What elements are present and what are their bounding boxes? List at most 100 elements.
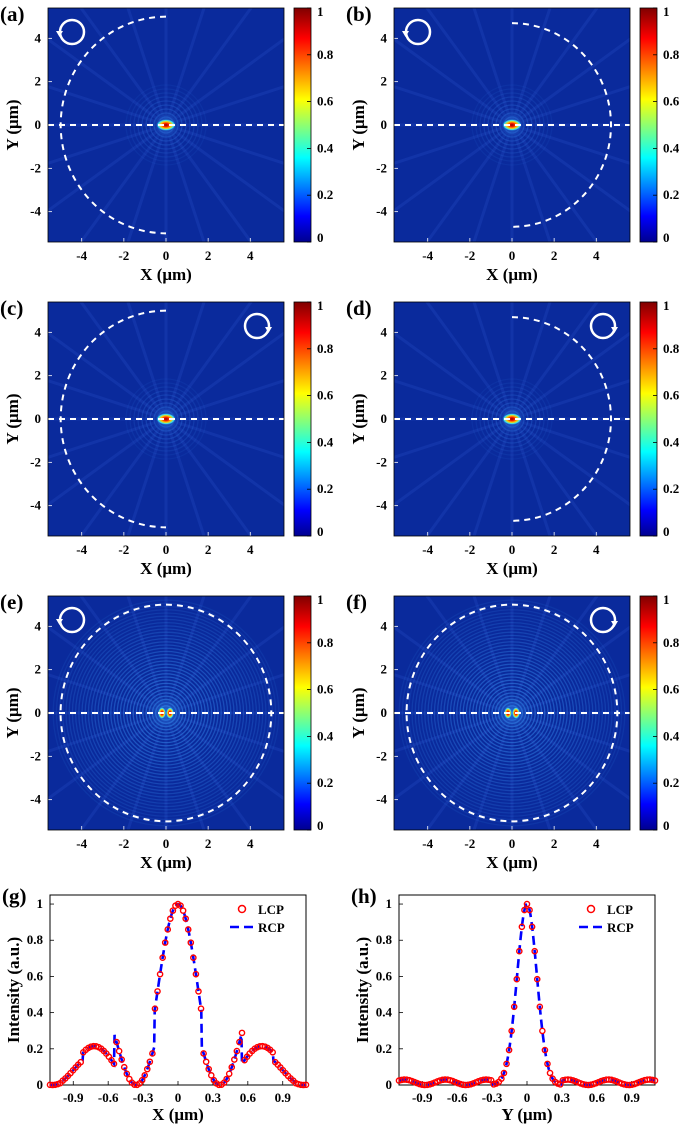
data-point [159, 954, 166, 962]
colorbar [293, 301, 312, 537]
x-tick-label: -4 [76, 836, 87, 851]
colorbar-tick-label: 0 [663, 230, 670, 245]
data-point [164, 926, 172, 933]
y-tick-label: 2 [35, 368, 42, 383]
legend-label-lcp: LCP [607, 902, 633, 917]
panel-label: (f) [346, 590, 367, 614]
legend-marker-lcp [586, 904, 596, 914]
y-tick-label: 0.4 [27, 1005, 44, 1020]
data-point [546, 1069, 554, 1077]
x-tick-label: 0.6 [589, 1090, 606, 1105]
y-tick-label: -2 [376, 160, 387, 175]
data-point [223, 1075, 230, 1083]
colorbar-tick-label: 0.6 [317, 388, 334, 403]
data-point [169, 907, 177, 914]
colorbar-tick-label: 0.8 [317, 47, 334, 62]
colorbar-tick-label: 0.6 [663, 388, 680, 403]
colorbar-tick-label: 1 [317, 592, 324, 607]
axes-frame [49, 894, 307, 1086]
data-point [510, 1003, 518, 1011]
heatmap-panel: -4 -2 0 2 4 -4 -2 0 2 4 X (μm) Y (μm) (d) 0 0.2 0.4 0.6 0… [346, 296, 680, 578]
x-tick-label: 4 [247, 248, 254, 263]
y-tick-label: 0 [35, 117, 42, 132]
data-point [539, 1027, 546, 1035]
y-tick-label: -4 [376, 792, 387, 807]
dashed-arc [59, 603, 273, 823]
data-point [77, 1058, 85, 1066]
x-tick-label: 4 [593, 542, 600, 557]
x-tick-label: 2 [205, 836, 212, 851]
y-tick-label: 0.8 [376, 932, 393, 947]
data-point [508, 1027, 515, 1035]
colorbar-tick-label: 0 [317, 230, 324, 245]
focal-spot [502, 413, 522, 425]
field-pattern [394, 8, 630, 242]
data-point [123, 1070, 131, 1078]
colorbar-tick-label: 0.2 [317, 775, 333, 790]
axes-frame [47, 7, 285, 243]
colorbar-tick-label: 0.8 [317, 341, 334, 356]
data-point [190, 954, 197, 962]
data-point [531, 947, 538, 955]
dashed-arc [511, 22, 612, 228]
x-tick-label: 2 [551, 542, 558, 557]
heatmap-panel: -4 -2 0 2 4 -4 -2 0 2 4 X (μm) Y (μm) (a) 0 0.2 0.4 0.6 0… [0, 2, 334, 284]
data-point [238, 1029, 246, 1037]
x-tick-label: -0.9 [63, 1090, 84, 1105]
series-markers-lcp [395, 900, 659, 1089]
y-axis-label: Intensity (a.u.) [353, 937, 372, 1043]
colorbar-tick-label: 1 [663, 4, 670, 19]
data-point [205, 1065, 213, 1073]
colorbar-tick-label: 0.4 [663, 140, 680, 155]
y-tick-label: -4 [30, 792, 41, 807]
y-tick-label: 0 [381, 411, 388, 426]
y-tick-label: -4 [376, 204, 387, 219]
line-chart-panel: -0.9 -0.6 -0.3 0 0.3 0.6 0.9 0 0.2 0.4 0.6 0.8 1 LCP R… [351, 884, 659, 1124]
data-point [167, 915, 174, 922]
x-tick-label: 4 [593, 836, 600, 851]
data-point [523, 900, 531, 908]
y-tick-label: 4 [35, 618, 42, 633]
legend-marker-lcp [237, 904, 247, 914]
x-tick-label: 0.3 [205, 1090, 222, 1105]
legend-label-rcp: RCP [258, 920, 285, 935]
colorbar-tick-label: 0 [317, 524, 324, 539]
focal-spot [156, 413, 176, 425]
x-tick-label: -2 [464, 836, 475, 851]
data-point [187, 939, 195, 946]
data-point [233, 1047, 241, 1055]
colorbar-tick-label: 1 [663, 592, 670, 607]
data-point [513, 975, 521, 983]
data-point [544, 1060, 551, 1068]
y-axis-label: Y (μm) [349, 393, 368, 444]
data-point [120, 1063, 128, 1071]
y-tick-label: 0.4 [376, 1005, 393, 1020]
x-axis-label: X (μm) [486, 853, 538, 872]
y-tick-label: 0.8 [27, 932, 44, 947]
x-tick-label: 0 [163, 836, 170, 851]
focal-spot [502, 119, 522, 131]
data-point [141, 1072, 149, 1079]
y-axis-label: Y (μm) [3, 99, 22, 150]
data-point [184, 926, 192, 933]
panel-label: (h) [351, 884, 377, 908]
y-tick-label: 0.2 [376, 1041, 392, 1056]
data-point [154, 988, 161, 995]
x-tick-label: -0.6 [98, 1090, 119, 1105]
y-tick-label: 1 [386, 896, 393, 911]
x-tick-label: 0 [163, 248, 170, 263]
y-tick-label: 0 [386, 1077, 393, 1092]
x-axis-label: X (μm) [140, 265, 192, 284]
data-point [207, 1072, 215, 1079]
x-tick-label: -4 [76, 248, 87, 263]
panel-label: (b) [346, 2, 372, 26]
colorbar-tick-label: 1 [317, 298, 324, 313]
clockwise-arrow-icon [589, 312, 618, 340]
axes-frame [393, 301, 631, 537]
x-tick-label: -4 [422, 836, 433, 851]
x-tick-label: 2 [551, 248, 558, 263]
data-point [156, 970, 164, 978]
y-tick-label: 4 [35, 30, 42, 45]
y-tick-label: 0.6 [376, 968, 393, 983]
data-point [215, 1081, 223, 1089]
